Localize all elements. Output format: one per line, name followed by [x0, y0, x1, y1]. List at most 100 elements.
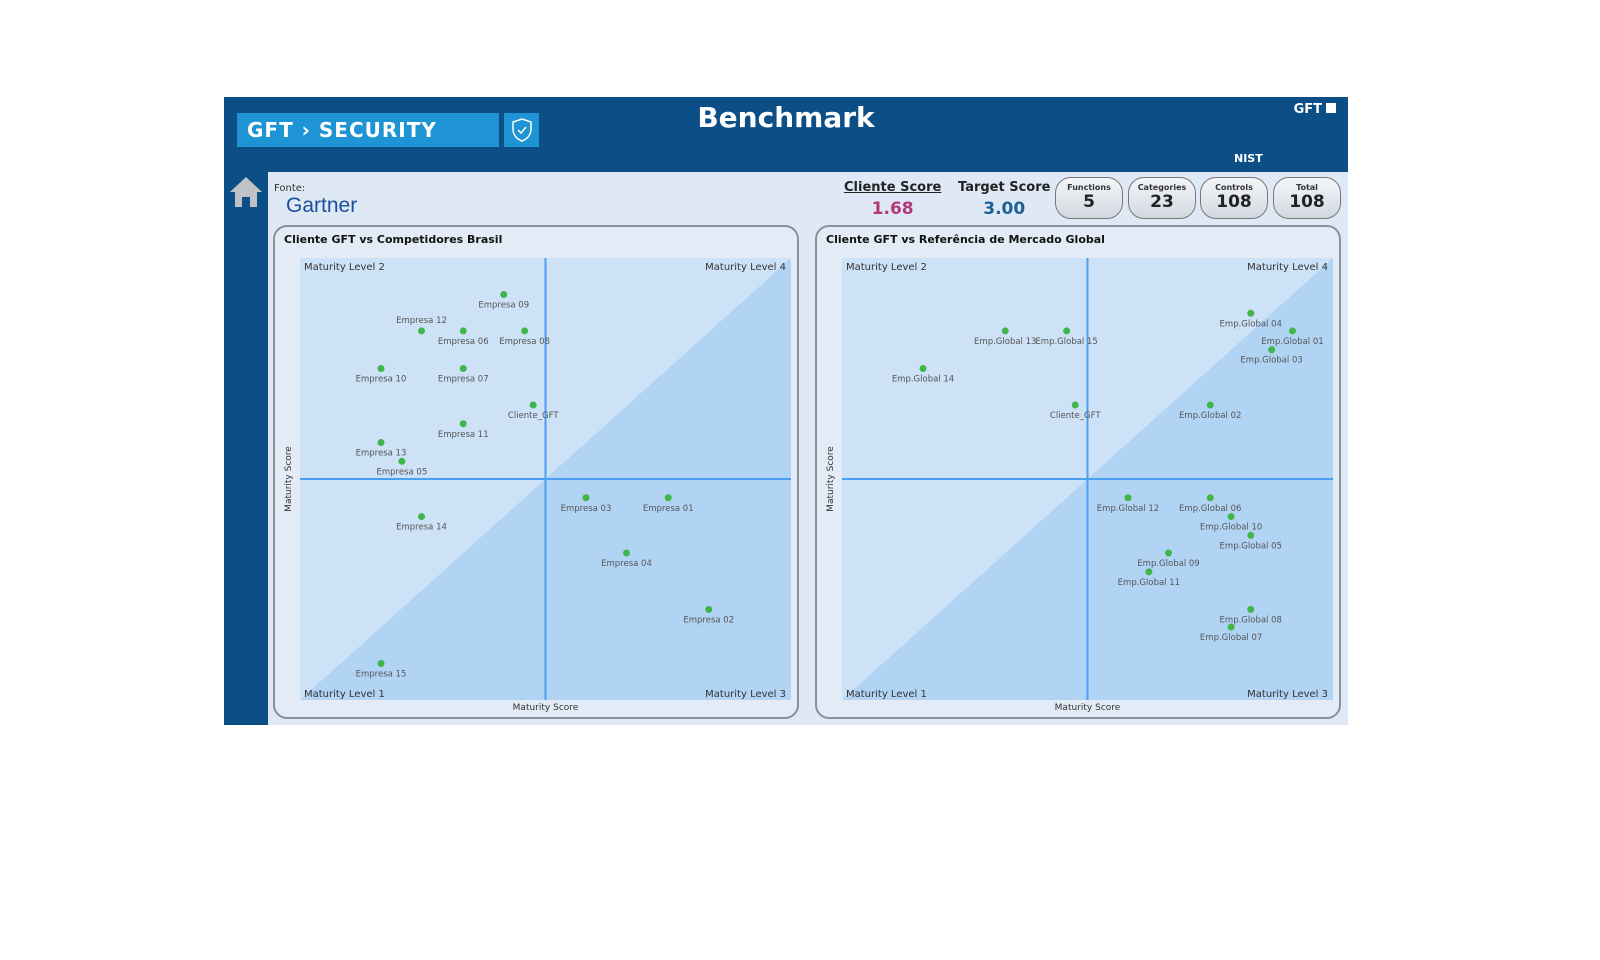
- counter-label: Controls: [1215, 183, 1253, 192]
- cliente-score-value: 1.68: [871, 199, 914, 219]
- dashboard: GFT › SECURITY Benchmark GFT NIST Fonte:…: [224, 97, 1348, 725]
- counter-value: 23: [1150, 192, 1174, 212]
- data-point: [1288, 327, 1296, 335]
- data-point: [500, 290, 508, 298]
- data-point: [1165, 549, 1173, 557]
- data-point: [1206, 494, 1214, 502]
- data-label: Empresa 05: [377, 467, 428, 477]
- quadrant-label: Maturity Level 1: [846, 689, 927, 700]
- data-point: [459, 420, 467, 428]
- data-label: Empresa 07: [438, 375, 489, 385]
- breadcrumb[interactable]: GFT › SECURITY: [237, 113, 499, 147]
- data-point: [1001, 327, 1009, 335]
- data-point: [664, 494, 672, 502]
- data-point: [377, 439, 385, 447]
- data-label: Empresa 14: [396, 523, 447, 533]
- data-point: [1227, 623, 1235, 631]
- data-point: [623, 549, 631, 557]
- data-point: [1247, 605, 1255, 613]
- data-label: Empresa 10: [356, 375, 407, 385]
- data-label: Empresa 01: [643, 504, 694, 514]
- quadrant-label: Maturity Level 1: [304, 689, 385, 700]
- data-label: Empresa 09: [478, 300, 529, 310]
- quadrant-label: Maturity Level 2: [304, 262, 385, 273]
- data-label: Empresa 13: [356, 449, 407, 459]
- data-label: Cliente_GFT: [508, 411, 559, 421]
- data-point: [1247, 531, 1255, 539]
- data-label: Cliente_GFT: [1050, 411, 1101, 421]
- data-point: [1145, 568, 1153, 576]
- target-score-label: Target Score: [958, 180, 1051, 195]
- quadrant-label: Maturity Level 3: [1247, 689, 1328, 700]
- target-score-value: 3.00: [983, 199, 1026, 219]
- y-axis-label: Maturity Score: [284, 446, 294, 512]
- counter-categories[interactable]: Categories 23: [1128, 177, 1196, 219]
- data-point: [521, 327, 529, 335]
- data-label: Emp.Global 02: [1179, 411, 1241, 421]
- scatter-chart: Maturity Level 2 Maturity Level 4 Maturity…: [284, 258, 791, 713]
- quadrant-label: Maturity Level 3: [705, 689, 786, 700]
- data-label: Empresa 06: [438, 337, 489, 347]
- x-axis-label: Maturity Score: [1055, 703, 1121, 713]
- data-point: [1268, 346, 1276, 354]
- quadrant-label: Maturity Level 2: [846, 262, 927, 273]
- data-point: [1071, 401, 1079, 409]
- data-point: [1206, 401, 1214, 409]
- source-label: Fonte:: [274, 183, 306, 194]
- data-point: [919, 365, 927, 372]
- counter-label: Total: [1296, 183, 1318, 192]
- data-point: [418, 513, 426, 521]
- data-label: Emp.Global 10: [1200, 523, 1262, 533]
- data-label: Emp.Global 05: [1220, 541, 1282, 551]
- data-point: [1063, 327, 1071, 335]
- brand-logo: GFT: [1294, 102, 1336, 117]
- data-point: [459, 365, 467, 372]
- chart-title: Cliente GFT vs Competidores Brasil: [284, 233, 503, 246]
- data-label: Emp.Global 11: [1118, 578, 1180, 588]
- counter-functions[interactable]: Functions 5: [1055, 177, 1123, 219]
- data-point: [1227, 513, 1235, 521]
- home-icon[interactable]: [229, 175, 263, 213]
- data-point: [459, 327, 467, 335]
- data-label: Empresa 04: [601, 559, 652, 569]
- data-label: Empresa 02: [683, 615, 734, 625]
- quadrant-label: Maturity Level 4: [1247, 262, 1328, 273]
- counter-value: 108: [1289, 192, 1325, 212]
- data-point: [582, 494, 590, 502]
- counter-label: Categories: [1137, 183, 1187, 192]
- counter-value: 5: [1083, 192, 1095, 212]
- counter-value: 108: [1216, 192, 1252, 212]
- data-point: [529, 401, 537, 409]
- data-point: [1247, 309, 1255, 317]
- counter-controls[interactable]: Controls 108: [1200, 177, 1268, 219]
- x-axis-label: Maturity Score: [513, 703, 579, 713]
- data-label: Empresa 08: [499, 337, 550, 347]
- shield-check-icon[interactable]: [504, 113, 539, 147]
- quadrant-label: Maturity Level 4: [705, 262, 786, 273]
- data-label: Emp.Global 13: [974, 337, 1036, 347]
- target-score: Target Score 3.00: [958, 180, 1050, 219]
- data-label: Emp.Global 14: [892, 375, 954, 385]
- cliente-score-label: Cliente Score: [844, 180, 942, 195]
- data-label: Empresa 12: [396, 316, 447, 326]
- data-label: Emp.Global 01: [1261, 337, 1323, 347]
- y-axis-label: Maturity Score: [826, 446, 836, 512]
- data-point: [398, 457, 406, 465]
- data-point: [418, 327, 426, 335]
- chart-title: Cliente GFT vs Referência de Mercado Glo…: [826, 233, 1105, 246]
- data-point: [1124, 494, 1132, 502]
- data-label: Emp.Global 07: [1200, 633, 1262, 643]
- data-label: Empresa 11: [438, 430, 489, 440]
- data-label: Emp.Global 06: [1179, 504, 1241, 514]
- data-point: [377, 365, 385, 372]
- chart-panel-brasil: Cliente GFT vs Competidores Brasil Matur…: [273, 225, 799, 719]
- data-label: Emp.Global 04: [1220, 319, 1282, 329]
- counter-total[interactable]: Total 108: [1273, 177, 1341, 219]
- data-label: Emp.Global 15: [1035, 337, 1097, 347]
- data-label: Emp.Global 03: [1240, 356, 1302, 366]
- scatter-chart: Maturity Level 2 Maturity Level 4 Maturity…: [826, 258, 1333, 713]
- data-label: Empresa 15: [356, 670, 407, 680]
- framework-label: NIST: [1234, 152, 1263, 165]
- data-point: [377, 660, 385, 668]
- data-label: Emp.Global 12: [1097, 504, 1159, 514]
